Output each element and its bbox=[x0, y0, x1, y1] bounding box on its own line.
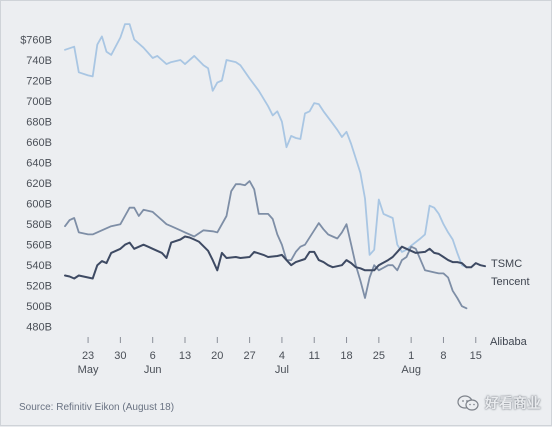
y-tick-label: 540B bbox=[26, 260, 52, 272]
series-line-alibaba bbox=[64, 23, 468, 269]
y-tick-label: 600B bbox=[26, 199, 52, 211]
watermark-text: 好看商业 bbox=[485, 395, 541, 411]
x-month-label: May bbox=[78, 364, 99, 376]
x-tick-label: 23 bbox=[82, 350, 94, 362]
series-label-tsmc: TSMC bbox=[491, 258, 522, 270]
x-tick-label: 18 bbox=[340, 350, 352, 362]
chat-bubble-icon bbox=[457, 394, 479, 412]
series-labels: TSMC Tencent Alibaba bbox=[490, 258, 530, 348]
x-tick-label: 4 bbox=[279, 350, 285, 362]
y-tick-label: 480B bbox=[26, 322, 52, 334]
x-tick-label: 27 bbox=[243, 350, 255, 362]
y-tick-label: 720B bbox=[26, 76, 52, 88]
x-tick-label: 8 bbox=[440, 350, 446, 362]
series-label-alibaba: Alibaba bbox=[490, 336, 528, 348]
x-month-label: Aug bbox=[401, 364, 421, 376]
plot-area bbox=[64, 23, 486, 310]
y-tick-label: $760B bbox=[20, 35, 52, 47]
y-tick-label: 700B bbox=[26, 96, 52, 108]
x-tick-label: 30 bbox=[114, 350, 126, 362]
series-label-tencent: Tencent bbox=[491, 276, 530, 288]
y-tick-label: 620B bbox=[26, 178, 52, 190]
y-tick-label: 660B bbox=[26, 137, 52, 149]
x-tick-label: 13 bbox=[179, 350, 191, 362]
x-month-label: Jun bbox=[144, 364, 162, 376]
x-tick-label: 1 bbox=[408, 350, 414, 362]
y-tick-label: 740B bbox=[26, 55, 52, 67]
series-line-tencent bbox=[64, 235, 486, 280]
y-axis: $760B 740B 720B 700B 680B 660B 640B 620B 600B 580… bbox=[20, 35, 52, 334]
series-line-tsmc bbox=[64, 180, 468, 310]
y-tick-label: 520B bbox=[26, 281, 52, 293]
x-tick-label: 6 bbox=[150, 350, 156, 362]
x-tick-label: 25 bbox=[373, 350, 385, 362]
x-month-label: Jul bbox=[275, 364, 289, 376]
x-tick-label: 11 bbox=[309, 350, 320, 362]
y-tick-label: 640B bbox=[26, 158, 52, 170]
x-tick-label: 15 bbox=[470, 350, 482, 362]
y-tick-label: 580B bbox=[26, 219, 52, 231]
y-tick-label: 560B bbox=[26, 240, 52, 252]
source-note: Source: Refinitiv Eikon (August 18) bbox=[19, 402, 175, 413]
y-tick-label: 680B bbox=[26, 117, 52, 129]
y-tick-label: 500B bbox=[26, 301, 52, 313]
watermark: 好看商业 bbox=[457, 393, 541, 413]
x-tick-label: 20 bbox=[211, 350, 223, 362]
